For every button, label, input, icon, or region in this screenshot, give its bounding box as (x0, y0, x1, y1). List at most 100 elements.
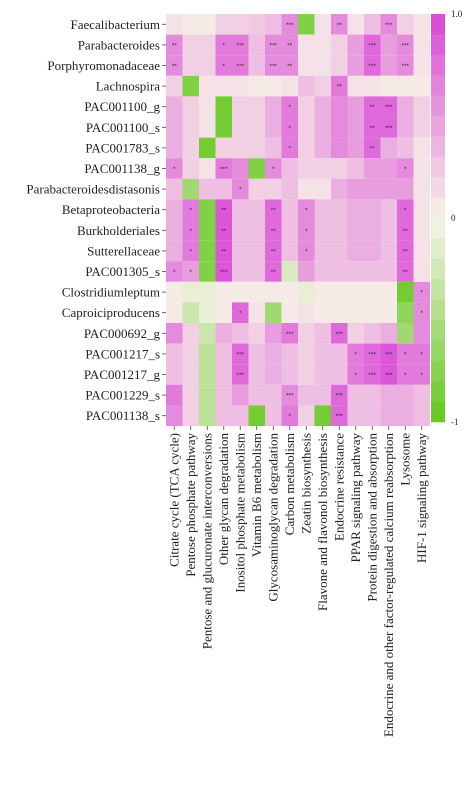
significance-mark: *** (369, 43, 377, 49)
heatmap-cell (331, 178, 348, 200)
heatmap-cell (298, 96, 315, 117)
heatmap-cell (182, 343, 199, 365)
heatmap-cell (248, 158, 265, 179)
significance-mark: ** (403, 249, 409, 255)
column-label: Inositol phosphate metabolism (232, 433, 247, 593)
heatmap-cell (397, 137, 414, 159)
heatmap-cell (314, 34, 331, 56)
column-label: HIF-1 signaling pathway (414, 433, 429, 563)
colorbar-segment (431, 401, 445, 423)
row-label: PAC001100_g (84, 99, 160, 114)
heatmap-cell (413, 281, 430, 303)
heatmap-cell (248, 281, 265, 303)
heatmap-cell (281, 55, 298, 76)
heatmap-cell (413, 364, 430, 385)
heatmap-cell (397, 405, 414, 426)
significance-mark: ** (221, 208, 227, 214)
heatmap-cell (199, 261, 216, 282)
significance-mark: * (289, 125, 292, 131)
significance-mark: ** (271, 228, 277, 234)
heatmap-cell (265, 14, 282, 35)
heatmap-cell (232, 261, 249, 282)
heatmap-cell (380, 178, 397, 200)
heatmap-cell (364, 323, 381, 344)
heatmap-cell (347, 199, 364, 220)
heatmap-cell (166, 343, 183, 365)
heatmap-cell (413, 96, 430, 117)
colorbar-tick-label: 0 (451, 213, 456, 223)
heatmap-cell (281, 384, 298, 406)
heatmap-cell (314, 96, 331, 117)
heatmap-cell (347, 137, 364, 159)
heatmap-cell (281, 405, 298, 426)
heatmap-cell (380, 384, 397, 406)
heatmap-cell (380, 240, 397, 262)
heatmap-cell (347, 405, 364, 426)
heatmap-cell (397, 364, 414, 385)
heatmap-cell (199, 240, 216, 262)
significance-mark: * (289, 414, 292, 420)
heatmap-cell (182, 75, 199, 97)
column-labels: Citrate cycle (TCA cycle) Pentose phospha… (166, 426, 429, 737)
heatmap-cell (413, 137, 430, 159)
heatmap-cell (182, 55, 199, 76)
heatmap-cell (199, 75, 216, 97)
heatmap-cell (215, 75, 232, 97)
heatmap-cell (199, 14, 216, 35)
heatmap-cell (199, 178, 216, 200)
heatmap-cell (232, 220, 249, 241)
heatmap-cell (314, 158, 331, 179)
significance-mark: *** (220, 270, 228, 276)
significance-mark: *** (385, 22, 393, 28)
heatmap-cell (182, 261, 199, 282)
heatmap-cell (298, 117, 315, 138)
column-label: Carbon metabolism (282, 433, 297, 535)
heatmap-cell (232, 364, 249, 385)
heatmap-cell (281, 364, 298, 385)
significance-mark: *** (237, 64, 245, 70)
colorbar-tick-label: 1.0 (451, 9, 463, 19)
heatmap-cell (248, 323, 265, 344)
heatmap-cell (364, 261, 381, 282)
colorbar-segment (431, 360, 445, 382)
heatmap-cell (397, 178, 414, 200)
heatmap-cell (265, 96, 282, 117)
heatmap-cell (248, 34, 265, 56)
heatmap-cell (182, 117, 199, 138)
significance-mark: ** (271, 208, 277, 214)
significance-mark: *** (336, 414, 344, 420)
heatmap-cell (232, 240, 249, 262)
heatmap-cell (232, 34, 249, 56)
heatmap-cell (397, 14, 414, 35)
heatmap-cell (215, 117, 232, 138)
heatmap-cell (166, 281, 183, 303)
significance-mark: *** (369, 373, 377, 379)
heatmap-cell (364, 405, 381, 426)
significance-mark: ** (370, 105, 376, 111)
heatmap-cell (265, 158, 282, 179)
heatmap-cell (413, 34, 430, 56)
heatmap-cell (331, 14, 348, 35)
heatmap-cell (232, 302, 249, 323)
heatmap-cell (182, 281, 199, 303)
heatmap-cell (347, 364, 364, 385)
heatmap-cell (298, 178, 315, 200)
significance-mark: ** (221, 249, 227, 255)
heatmap-cell (331, 55, 348, 76)
heatmap-cell (182, 240, 199, 262)
significance-mark: *** (237, 373, 245, 379)
heatmap-cell (347, 302, 364, 323)
heatmap-cell (265, 261, 282, 282)
heatmap-cell (182, 220, 199, 241)
heatmap-cell (347, 323, 364, 344)
colorbar-segment (431, 95, 445, 117)
heatmap-cell (199, 281, 216, 303)
heatmap-cell (331, 323, 348, 344)
heatmap-cell (364, 302, 381, 323)
heatmap-cell (215, 199, 232, 220)
row-label: PAC001217_g (84, 367, 161, 382)
heatmap-cell (380, 199, 397, 220)
heatmap-cell (199, 220, 216, 241)
heatmap-cell (265, 405, 282, 426)
heatmap-cell (215, 55, 232, 76)
